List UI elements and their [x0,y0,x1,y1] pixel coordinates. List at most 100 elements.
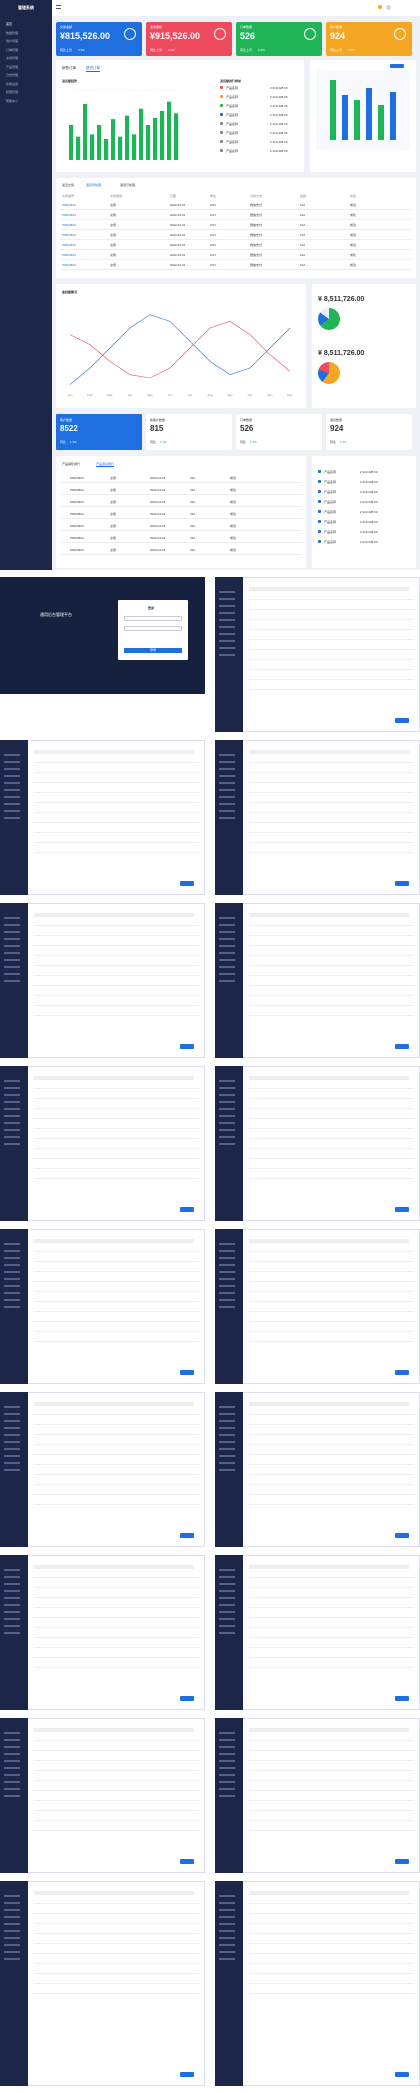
nav-item[interactable]: 交易管理 [6,56,19,60]
thumb-nav-item [4,1455,20,1457]
thumb-row [249,1474,414,1475]
rank-icon [318,540,321,543]
thumb-row [249,925,414,926]
nav-item[interactable]: 权限管理 [6,90,19,94]
filter-button[interactable] [390,64,404,68]
stat-pct: 1.4% [160,440,167,444]
thumb-row [249,935,414,936]
thumb-button[interactable] [395,718,409,723]
table-cell: ¥12 [300,263,306,267]
table-cell: 交易 [110,488,117,492]
nav-item[interactable]: 数据管理 [6,30,19,35]
thumb-button[interactable] [395,1044,409,1049]
table-cell[interactable]: P0004564 [62,243,76,247]
nav-item[interactable]: 用户管理 [6,39,19,43]
thumb-button[interactable] [395,1533,409,1538]
thumb-row [34,1760,199,1761]
thumb-button[interactable] [180,1696,194,1701]
login-button[interactable]: 登录 [124,648,182,653]
thumb-header [34,1239,194,1243]
table-row [60,269,412,270]
table-cell: 交易 [110,253,117,257]
thumb-button[interactable] [180,1533,194,1538]
stat-card [326,414,412,450]
thumb-button[interactable] [180,1859,194,1864]
thumb-header [249,1076,409,1080]
nav-item[interactable]: 系统设置 [6,81,19,86]
bell-icon[interactable] [378,5,382,9]
thumb-button[interactable] [180,1207,194,1212]
thumb-nav-item [219,1781,235,1783]
thumb-button[interactable] [395,1859,409,1864]
nav-item[interactable]: 订单管理 [6,47,19,52]
kpi-pct: 3.4% [258,48,265,52]
nav-item[interactable]: 首页 [6,22,13,26]
table-cell[interactable]: P0004564 [62,213,76,217]
bar [132,134,137,160]
table-cell[interactable]: P0004564 [62,263,76,267]
rank-name: 产品名称 [226,104,239,108]
thumb-nav-item [4,810,20,812]
thumb-header [34,913,194,917]
username-input[interactable] [124,616,182,621]
rank-icon [220,140,223,143]
rank-value: ¥ 310,228.00 [270,104,288,108]
table-cell: P0004564 [70,524,84,528]
thumb-nav-item [219,1136,235,1138]
tab-prod-sales[interactable]: 产品销售排行 [62,462,81,466]
table-cell[interactable]: P0004564 [62,253,76,257]
thumb-button[interactable] [395,1207,409,1212]
password-input[interactable] [124,626,182,631]
thumb-nav-item [219,945,235,947]
thumb-row [249,1607,414,1608]
thumb-nav-item [219,1569,235,1571]
x-tick: May [147,393,153,397]
thumb-nav-item [219,1916,235,1918]
thumb-row [249,1158,414,1159]
rank-value: ¥ 310,228.00 [360,470,378,474]
thumb-row [249,659,414,660]
rank-icon [220,113,223,116]
table-row [60,482,302,483]
tab-recent[interactable]: 最近交易 [62,183,75,187]
thumb-button[interactable] [180,2072,194,2077]
thumb-button[interactable] [180,881,194,886]
thumb-button[interactable] [395,2072,409,2077]
thumb-nav-item [4,1285,20,1287]
tab-done[interactable]: 退货已处理 [120,183,136,187]
kpi-title: 交易金额 [60,25,73,29]
nav-item[interactable]: 帮助中心 [6,98,19,103]
thumb-row [34,1464,199,1465]
thumb-nav-item [219,775,235,777]
thumb-nav-item [219,1958,235,1960]
thumb-nav-item [219,1618,235,1620]
thumb-nav-item [219,1406,235,1408]
tab-sales[interactable]: 销售订单 [62,66,76,70]
table-cell[interactable]: P0004564 [62,233,76,237]
thumb-button[interactable] [395,1370,409,1375]
thumb-nav-item [4,1129,20,1131]
thumb-button[interactable] [180,1370,194,1375]
tab-prod-returns[interactable]: 产品退货排行 [96,462,115,467]
thumb-row [249,832,414,833]
thumb-nav-item [4,1937,20,1939]
tab-returns[interactable]: 退货订单 [86,66,100,72]
nav-item[interactable]: 日志管理 [6,73,19,77]
table-cell[interactable]: P0004564 [62,203,76,207]
thumb-nav-item [4,1413,20,1415]
thumb-row [34,965,199,966]
thumb-nav-item [219,1094,235,1096]
thumb-row [249,1983,414,1984]
tab-pending[interactable]: 退货待处理 [86,183,102,187]
table-header: 状态 [350,194,357,198]
bar [111,119,116,160]
thumb-button[interactable] [395,881,409,886]
stat-value: 526 [240,424,254,433]
thumb-button[interactable] [395,1696,409,1701]
table-cell[interactable]: P0004564 [62,223,76,227]
thumb-nav-item [219,1115,235,1117]
thumb-button[interactable] [180,1044,194,1049]
nav-item[interactable]: 产品管理 [6,64,19,69]
avatar[interactable] [386,5,391,10]
menu-icon[interactable] [56,5,61,9]
